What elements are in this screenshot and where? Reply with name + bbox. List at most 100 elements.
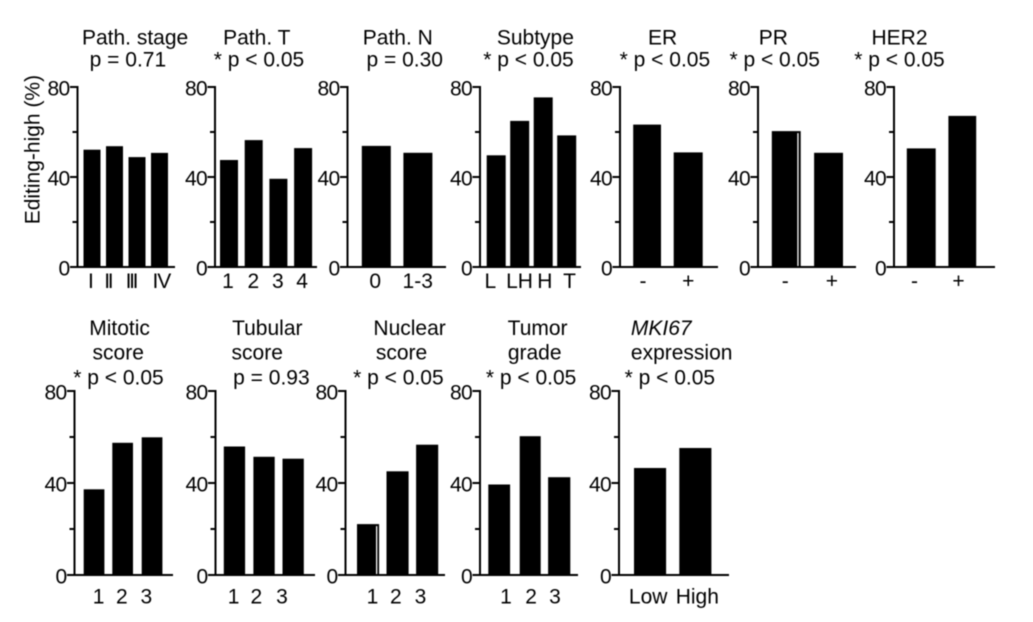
svg-text:1: 1 — [500, 586, 512, 609]
svg-text:Subtype: Subtype — [497, 27, 574, 50]
svg-text:3: 3 — [549, 586, 561, 609]
svg-text:1: 1 — [367, 586, 379, 609]
svg-text:2: 2 — [250, 586, 262, 609]
svg-text:+: + — [826, 270, 838, 293]
svg-text:40: 40 — [185, 167, 207, 190]
svg-text:score: score — [232, 342, 283, 365]
svg-text:III: III — [126, 270, 137, 293]
svg-text:40: 40 — [316, 473, 338, 496]
svg-text:4: 4 — [296, 270, 308, 293]
svg-text:80: 80 — [185, 77, 207, 100]
svg-text:40: 40 — [864, 167, 886, 190]
svg-text:HER2: HER2 — [871, 27, 927, 50]
svg-text:40: 40 — [318, 167, 340, 190]
svg-text:* p < 0.05: * p < 0.05 — [854, 49, 945, 72]
svg-text:Low: Low — [629, 586, 668, 609]
svg-text:* p < 0.05: * p < 0.05 — [620, 49, 711, 72]
svg-text:80: 80 — [589, 381, 611, 404]
svg-text:40: 40 — [590, 167, 612, 190]
svg-text:0: 0 — [369, 270, 381, 293]
svg-text:Mitotic: Mitotic — [89, 317, 150, 340]
svg-text:* p < 0.05: * p < 0.05 — [483, 49, 574, 72]
svg-text:* p < 0.05: * p < 0.05 — [729, 49, 820, 72]
svg-text:80: 80 — [45, 381, 67, 404]
svg-text:2: 2 — [247, 270, 259, 293]
svg-text:0: 0 — [875, 257, 886, 280]
svg-text:40: 40 — [450, 473, 472, 496]
svg-text:2: 2 — [390, 586, 402, 609]
svg-text:* p < 0.05: * p < 0.05 — [625, 367, 716, 390]
svg-text:2: 2 — [525, 586, 537, 609]
svg-text:score: score — [93, 342, 144, 365]
svg-text:40: 40 — [589, 473, 611, 496]
svg-text:3: 3 — [415, 586, 427, 609]
svg-text:40: 40 — [45, 473, 67, 496]
svg-text:IV: IV — [152, 270, 171, 293]
svg-text:+: + — [952, 270, 964, 293]
svg-text:* p < 0.05: * p < 0.05 — [73, 367, 164, 390]
svg-text:High: High — [676, 586, 719, 609]
svg-text:0: 0 — [329, 257, 340, 280]
svg-text:* p < 0.05: * p < 0.05 — [353, 367, 444, 390]
svg-text:H: H — [537, 270, 552, 293]
svg-text:3: 3 — [272, 270, 284, 293]
svg-text:score: score — [376, 342, 427, 365]
svg-text:3: 3 — [141, 586, 153, 609]
svg-text:80: 80 — [186, 381, 208, 404]
svg-text:p = 0.93: p = 0.93 — [233, 367, 309, 390]
svg-text:Editing-high (%): Editing-high (%) — [22, 75, 45, 224]
svg-text:-: - — [911, 270, 918, 293]
svg-text:0: 0 — [327, 565, 338, 588]
svg-text:0: 0 — [601, 257, 612, 280]
svg-text:80: 80 — [728, 77, 750, 100]
svg-text:ER: ER — [648, 27, 677, 50]
svg-text:Path. T: Path. T — [223, 27, 290, 50]
svg-text:3: 3 — [276, 586, 288, 609]
svg-text:0: 0 — [197, 565, 208, 588]
svg-text:Tubular: Tubular — [232, 317, 302, 340]
svg-text:0: 0 — [461, 565, 472, 588]
svg-text:* p < 0.05: * p < 0.05 — [214, 49, 305, 72]
svg-text:-: - — [640, 270, 647, 293]
svg-text:p = 0.30: p = 0.30 — [366, 49, 442, 72]
svg-text:+: + — [682, 270, 694, 293]
svg-text:Path. N: Path. N — [363, 27, 433, 50]
svg-text:80: 80 — [450, 381, 472, 404]
svg-text:I: I — [88, 270, 92, 293]
svg-text:80: 80 — [864, 77, 886, 100]
svg-text:40: 40 — [48, 167, 70, 190]
svg-text:0: 0 — [600, 565, 611, 588]
svg-text:40: 40 — [450, 167, 472, 190]
svg-text:1: 1 — [93, 586, 105, 609]
svg-text:PR: PR — [759, 27, 788, 50]
svg-text:40: 40 — [186, 473, 208, 496]
svg-text:* p < 0.05: * p < 0.05 — [486, 367, 577, 390]
svg-text:40: 40 — [728, 167, 750, 190]
svg-text:1-3: 1-3 — [403, 270, 433, 293]
svg-text:Path. stage: Path. stage — [82, 27, 188, 50]
svg-text:0: 0 — [739, 257, 750, 280]
svg-text:80: 80 — [316, 381, 338, 404]
svg-text:MKI67: MKI67 — [631, 317, 693, 340]
svg-text:L: L — [484, 270, 496, 293]
svg-text:expression: expression — [631, 342, 733, 365]
svg-text:0: 0 — [196, 257, 207, 280]
svg-text:p = 0.71: p = 0.71 — [90, 49, 166, 72]
svg-text:80: 80 — [48, 77, 70, 100]
svg-text:1: 1 — [228, 586, 240, 609]
svg-text:Tumor: Tumor — [508, 317, 568, 340]
svg-text:II: II — [104, 270, 112, 293]
svg-text:grade: grade — [508, 342, 562, 365]
svg-text:1: 1 — [222, 270, 234, 293]
svg-text:0: 0 — [59, 257, 70, 280]
svg-text:80: 80 — [450, 77, 472, 100]
svg-text:0: 0 — [56, 565, 67, 588]
svg-text:80: 80 — [318, 77, 340, 100]
svg-text:T: T — [563, 270, 576, 293]
svg-text:Nuclear: Nuclear — [373, 317, 445, 340]
svg-text:-: - — [782, 270, 789, 293]
svg-text:0: 0 — [461, 257, 472, 280]
svg-text:2: 2 — [116, 586, 128, 609]
svg-text:LH: LH — [506, 270, 533, 293]
svg-text:80: 80 — [590, 77, 612, 100]
